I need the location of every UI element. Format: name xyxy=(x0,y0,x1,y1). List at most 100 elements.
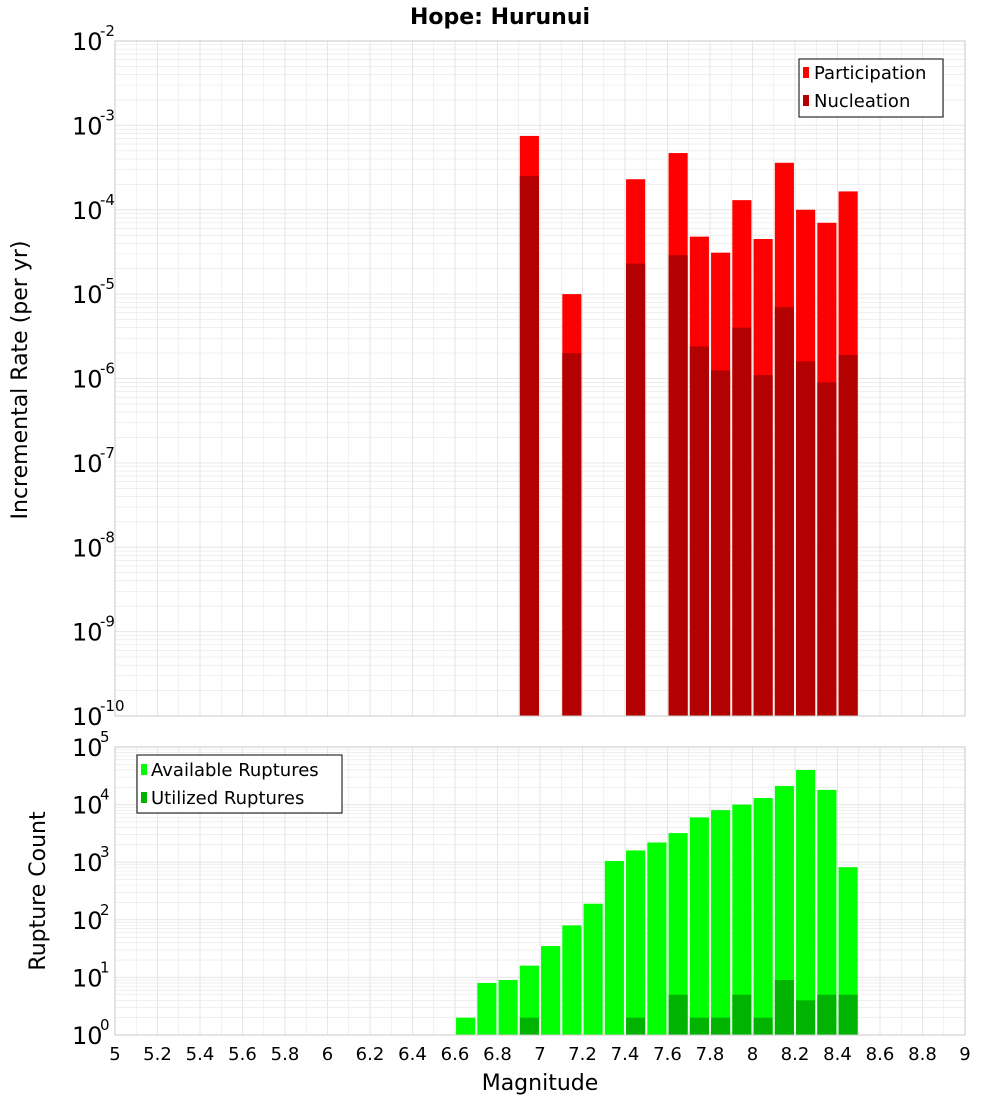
count-bar-a xyxy=(562,925,582,1035)
count-legend-box xyxy=(136,754,343,814)
y-tick-label-exponent: -10 xyxy=(100,697,125,715)
y-tick-label-exponent: -5 xyxy=(100,275,115,293)
x-tick-label: 5.6 xyxy=(228,1044,257,1065)
count-legend: Available Ruptures Utilized Ruptures xyxy=(136,754,343,814)
y-tick-label-base: 10 xyxy=(72,112,103,140)
x-tick-label: 8.6 xyxy=(866,1044,895,1065)
chart-title: Hope: Hurunui xyxy=(410,5,590,30)
y-tick-label-exponent: -2 xyxy=(100,22,115,40)
x-axis-label: Magnitude xyxy=(482,1071,599,1096)
x-tick-label: 6.2 xyxy=(356,1044,385,1065)
y-tick-label-exponent: 2 xyxy=(100,901,110,919)
y-tick-label-exponent: 0 xyxy=(100,1016,110,1034)
rate-bar-b xyxy=(817,382,837,716)
y-tick-label-exponent: -6 xyxy=(100,360,115,378)
rate-plot-frame xyxy=(114,40,966,717)
nucleation-legend-swatch xyxy=(803,95,809,106)
rate-bar-b xyxy=(732,327,752,716)
y-tick-label-base: 10 xyxy=(72,534,103,562)
y-tick-label-base: 10 xyxy=(72,450,103,478)
count-bar-a xyxy=(838,867,858,1035)
y-tick-label-base: 10 xyxy=(72,849,103,877)
rate-bar-b xyxy=(774,307,794,716)
x-tick-label: 5.2 xyxy=(143,1044,172,1065)
y-tick-label-exponent: -3 xyxy=(100,106,115,124)
count-bar-a xyxy=(477,982,497,1035)
count-bar-a xyxy=(711,810,731,1035)
count-bar-b xyxy=(689,1017,709,1035)
count-bar-a xyxy=(689,817,709,1035)
count-bar-b xyxy=(711,1017,731,1035)
count-bar-a xyxy=(753,798,773,1035)
y-tick-label-exponent: 3 xyxy=(100,843,110,861)
count-bar-a xyxy=(583,903,603,1035)
x-tick-label: 6 xyxy=(322,1044,333,1065)
y-tick-label-exponent: 5 xyxy=(100,728,110,746)
rate-y-axis-label: Incremental Rate (per yr) xyxy=(8,241,33,520)
y-tick-label-exponent: -7 xyxy=(100,444,115,462)
utilized-legend-label: Utilized Ruptures xyxy=(151,788,304,809)
y-tick-label-exponent: -4 xyxy=(100,191,115,209)
y-tick-label-base: 10 xyxy=(72,703,103,731)
count-bar-a xyxy=(732,804,752,1035)
utilized-legend-swatch xyxy=(141,792,147,803)
rate-bar-b xyxy=(689,346,709,716)
count-bar-a xyxy=(817,789,837,1035)
count-bar-b xyxy=(519,1017,539,1035)
count-bar-b xyxy=(774,980,794,1035)
x-tick-labels: 5 5.2 5.4 5.6 5.8 6 6.2 6.4 6.6 6.8 7 7.2 7.4 7.6 7.8 8… xyxy=(109,1044,970,1065)
y-tick-label-base: 10 xyxy=(72,28,103,56)
count-bar-a xyxy=(456,1017,476,1035)
x-tick-label: 7.6 xyxy=(653,1044,682,1065)
x-tick-label: 6.8 xyxy=(483,1044,512,1065)
y-tick-label-base: 10 xyxy=(72,907,103,935)
count-bar-b xyxy=(838,994,858,1035)
count-plot-frame xyxy=(114,746,966,1036)
nucleation-legend-label: Nucleation xyxy=(814,91,910,112)
count-bar-b xyxy=(796,1000,816,1035)
x-tick-label: 7 xyxy=(534,1044,545,1065)
x-tick-label: 9 xyxy=(959,1044,970,1065)
count-bars xyxy=(456,769,858,1035)
count-bar-b xyxy=(817,994,837,1035)
count-bar-a xyxy=(498,980,518,1035)
y-tick-label-base: 10 xyxy=(72,619,103,647)
count-bar-b xyxy=(668,994,688,1035)
rate-legend: Participation Nucleation xyxy=(798,58,944,118)
rate-bar-b xyxy=(753,375,773,716)
count-bar-a xyxy=(774,786,794,1035)
x-tick-label: 6.6 xyxy=(441,1044,470,1065)
rate-bar-b xyxy=(668,255,688,716)
rate-bar-b xyxy=(562,353,582,716)
count-bar-a xyxy=(796,769,816,1035)
rate-gridlines xyxy=(114,41,966,717)
rate-bar-b xyxy=(838,354,858,716)
participation-legend-label: Participation xyxy=(814,63,926,84)
count-bar-a xyxy=(647,842,667,1035)
x-tick-label: 8 xyxy=(747,1044,758,1065)
x-tick-label: 8.2 xyxy=(781,1044,810,1065)
count-bar-a xyxy=(626,850,646,1035)
y-tick-label-exponent: 4 xyxy=(100,786,110,804)
x-tick-label: 6.4 xyxy=(398,1044,427,1065)
count-bar-a xyxy=(604,860,624,1035)
y-tick-label-exponent: -8 xyxy=(100,528,115,546)
rate-bars xyxy=(519,135,858,717)
count-y-axis-label: Rupture Count xyxy=(26,811,51,971)
y-tick-label-base: 10 xyxy=(72,197,103,225)
available-legend-swatch xyxy=(141,764,147,775)
y-tick-label-base: 10 xyxy=(72,281,103,309)
rate-bar-b xyxy=(796,361,816,716)
x-tick-label: 7.2 xyxy=(568,1044,597,1065)
rate-bar-b xyxy=(626,263,646,716)
rate-bar-b xyxy=(519,176,539,716)
y-tick-label-base: 10 xyxy=(72,366,103,394)
count-bar-a xyxy=(541,946,561,1035)
x-tick-label: 8.4 xyxy=(823,1044,852,1065)
y-tick-label-exponent: 1 xyxy=(100,958,110,976)
x-tick-label: 7.8 xyxy=(696,1044,725,1065)
y-tick-label-base: 10 xyxy=(72,964,103,992)
